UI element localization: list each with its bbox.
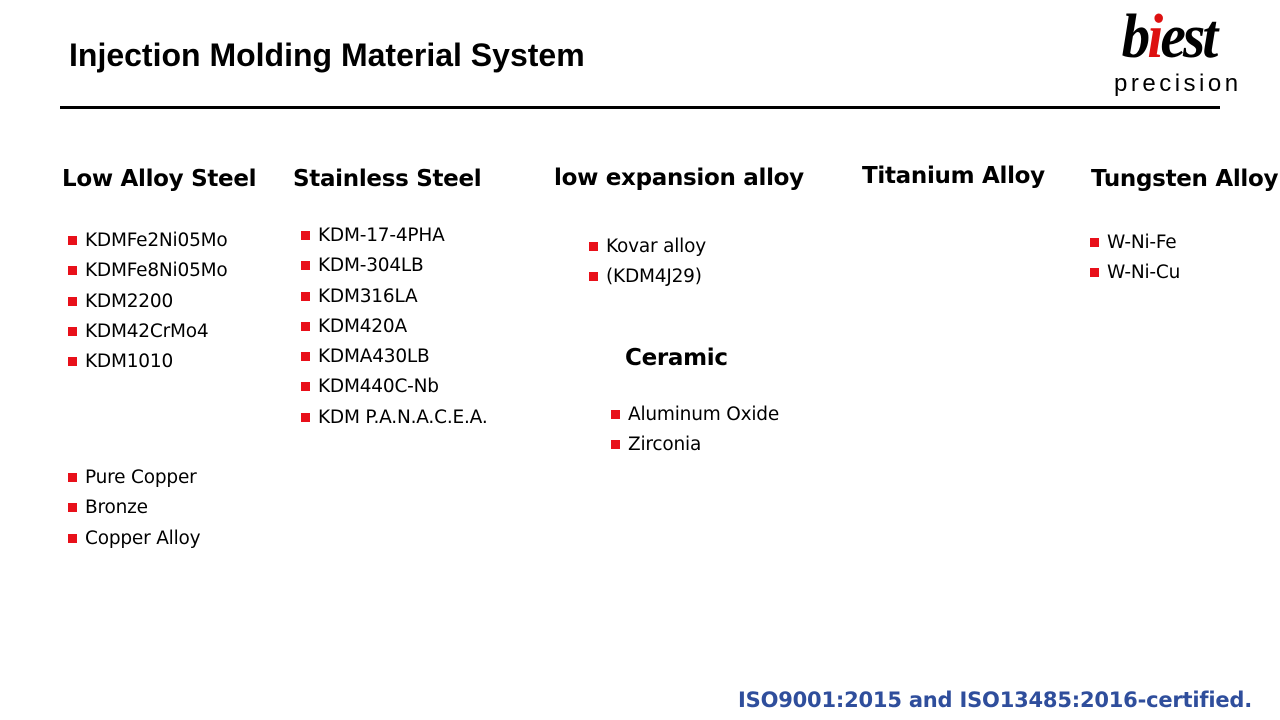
- bullet-icon: [301, 382, 310, 392]
- list-item: KDM316LA: [301, 282, 488, 312]
- bullet-icon: [68, 296, 77, 306]
- bullet-icon: [301, 231, 310, 240]
- bullet-icon: [68, 266, 77, 276]
- list-item: W-Ni-Cu: [1090, 258, 1180, 288]
- bullet-icon: [301, 291, 310, 301]
- biest-logo: biest precision: [1106, 4, 1246, 102]
- bullet-icon: [301, 261, 310, 271]
- list-item: KDM2200: [68, 287, 228, 317]
- heading-stainless-steel: Stainless Steel: [293, 166, 482, 192]
- bullet-icon: [68, 357, 77, 367]
- list-item: Pure Copper: [68, 463, 200, 493]
- heading-low-expansion-alloy: low expansion alloy: [554, 165, 804, 191]
- list-item: KDM P.A.N.A.C.E.A.: [301, 403, 488, 433]
- list-item: KDMA430LB: [301, 342, 488, 372]
- list-item: KDMFe2Ni05Mo: [68, 226, 228, 256]
- list-low-expansion-alloy: Kovar alloy (KDM4J29): [589, 232, 706, 293]
- bullet-icon: [1090, 268, 1099, 278]
- list-item: KDM440C-Nb: [301, 372, 488, 402]
- list-low-alloy-steel: KDMFe2Ni05Mo KDMFe8Ni05Mo KDM2200 KDM42C…: [68, 226, 228, 377]
- bullet-icon: [589, 272, 598, 282]
- bullet-icon: [68, 236, 77, 245]
- heading-low-alloy-steel: Low Alloy Steel: [62, 166, 257, 192]
- heading-titanium-alloy: Titanium Alloy: [862, 163, 1045, 189]
- list-item: W-Ni-Fe: [1090, 228, 1180, 258]
- list-item: Bronze: [68, 493, 200, 523]
- list-item: Zirconia: [611, 430, 779, 460]
- list-item: KDM-304LB: [301, 251, 488, 281]
- heading-tungsten-alloy: Tungsten Alloy: [1091, 166, 1279, 192]
- bullet-icon: [68, 473, 77, 482]
- list-item: Kovar alloy: [589, 232, 706, 262]
- list-item: Aluminum Oxide: [611, 400, 779, 430]
- bullet-icon: [301, 412, 310, 422]
- bullet-icon: [68, 503, 77, 513]
- list-item: (KDM4J29): [589, 262, 706, 292]
- list-copper: Pure Copper Bronze Copper Alloy: [68, 463, 201, 554]
- bullet-icon: [68, 533, 77, 543]
- logo-tagline: precision: [1114, 70, 1242, 97]
- bullet-icon: [611, 440, 620, 450]
- list-item: KDM420A: [301, 312, 488, 342]
- list-item: KDMFe8Ni05Mo: [68, 256, 228, 286]
- list-tungsten-alloy: W-Ni-Fe W-Ni-Cu: [1090, 228, 1180, 289]
- list-stainless-steel: KDM-17-4PHA KDM-304LB KDM316LA KDM420A K…: [301, 221, 488, 433]
- list-item: Copper Alloy: [68, 524, 201, 554]
- title-divider: [60, 106, 1220, 109]
- heading-ceramic: Ceramic: [625, 345, 728, 371]
- bullet-icon: [1090, 238, 1099, 247]
- list-item: KDM-17-4PHA: [301, 221, 488, 251]
- list-ceramic: Aluminum Oxide Zirconia: [611, 400, 779, 461]
- bullet-icon: [301, 321, 310, 331]
- list-item: KDM42CrMo4: [68, 317, 228, 347]
- bullet-icon: [301, 352, 310, 362]
- bullet-icon: [611, 410, 620, 419]
- logo-wordmark: biest: [1121, 3, 1219, 71]
- bullet-icon: [68, 326, 77, 336]
- certification-note: ISO9001:2015 and ISO13485:2016-certified…: [738, 688, 1252, 712]
- list-item: KDM1010: [68, 347, 228, 377]
- bullet-icon: [589, 242, 598, 251]
- page-title: Injection Molding Material System: [69, 37, 585, 73]
